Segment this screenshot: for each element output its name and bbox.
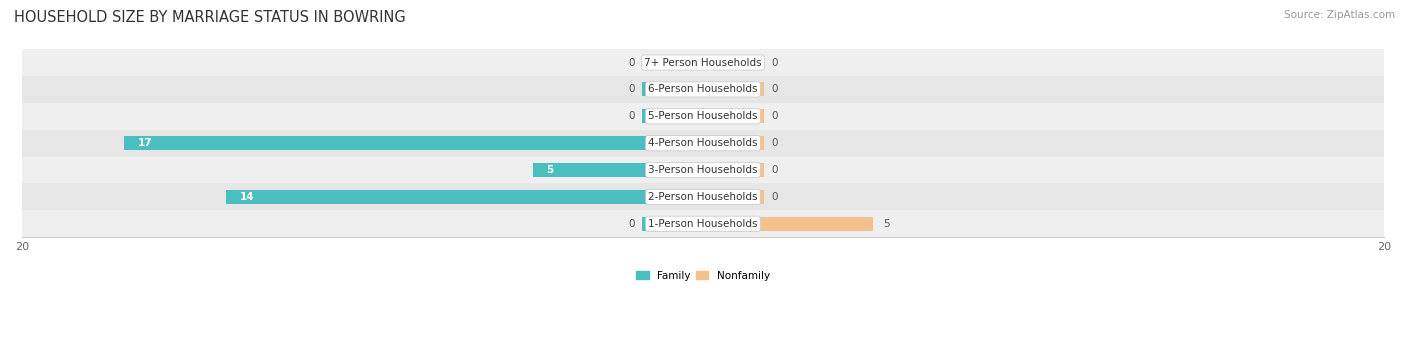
Text: 17: 17: [138, 138, 152, 148]
Bar: [703, 163, 765, 177]
Bar: [22, 157, 1384, 183]
Text: 0: 0: [770, 58, 778, 68]
Bar: [22, 183, 1384, 210]
Text: HOUSEHOLD SIZE BY MARRIAGE STATUS IN BOWRING: HOUSEHOLD SIZE BY MARRIAGE STATUS IN BOW…: [14, 10, 406, 25]
Text: 1-Person Households: 1-Person Households: [648, 219, 758, 229]
Bar: [703, 190, 765, 204]
Text: Source: ZipAtlas.com: Source: ZipAtlas.com: [1284, 10, 1395, 20]
Text: 7+ Person Households: 7+ Person Households: [644, 58, 762, 68]
Legend: Family, Nonfamily: Family, Nonfamily: [633, 266, 773, 285]
Text: 6-Person Households: 6-Person Households: [648, 85, 758, 94]
Bar: [22, 76, 1384, 103]
Text: 0: 0: [628, 219, 636, 229]
Bar: [124, 136, 703, 150]
Text: 14: 14: [240, 192, 254, 202]
Text: 0: 0: [770, 192, 778, 202]
Bar: [641, 217, 703, 231]
Text: 0: 0: [628, 85, 636, 94]
Text: 0: 0: [770, 111, 778, 121]
Bar: [703, 136, 765, 150]
Text: 5: 5: [547, 165, 554, 175]
Text: 0: 0: [628, 58, 636, 68]
Text: 0: 0: [770, 85, 778, 94]
Bar: [703, 56, 765, 70]
Text: 5-Person Households: 5-Person Households: [648, 111, 758, 121]
Text: 0: 0: [770, 165, 778, 175]
Text: 3-Person Households: 3-Person Households: [648, 165, 758, 175]
Bar: [22, 210, 1384, 237]
Bar: [641, 56, 703, 70]
Bar: [226, 190, 703, 204]
Bar: [22, 130, 1384, 157]
Text: 0: 0: [628, 111, 636, 121]
Bar: [641, 83, 703, 97]
Bar: [703, 83, 765, 97]
Bar: [641, 109, 703, 123]
Text: 4-Person Households: 4-Person Households: [648, 138, 758, 148]
Text: 5: 5: [883, 219, 890, 229]
Bar: [703, 217, 873, 231]
Text: 2-Person Households: 2-Person Households: [648, 192, 758, 202]
Bar: [22, 49, 1384, 76]
Bar: [22, 103, 1384, 130]
Text: 0: 0: [770, 138, 778, 148]
Bar: [703, 109, 765, 123]
Bar: [533, 163, 703, 177]
